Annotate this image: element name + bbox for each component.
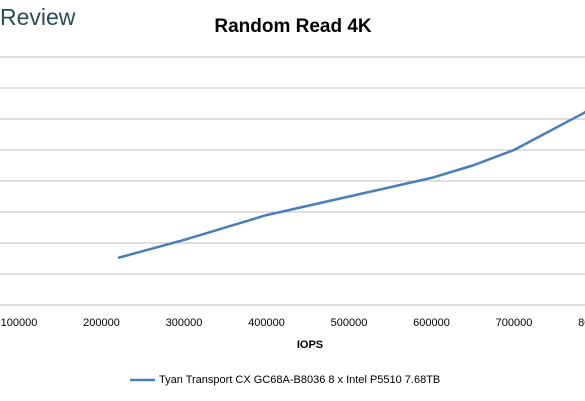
x-tick-label: 400000: [248, 317, 285, 329]
x-tick-label: 500000: [331, 317, 368, 329]
legend-label: Tyan Transport CX GC68A-B8036 8 x Intel …: [159, 374, 440, 386]
x-tick-label: 700000: [496, 317, 533, 329]
x-tick-label: 600000: [413, 317, 450, 329]
x-tick-label: 200000: [83, 317, 120, 329]
data-line: [117, 110, 585, 260]
chart-title: Random Read 4K: [214, 16, 372, 37]
logo: Review: [0, 4, 76, 30]
x-tick-label: 300000: [166, 317, 203, 329]
x-axis-label: IOPS: [297, 339, 323, 351]
x-tick-label: 100000: [1, 317, 38, 329]
x-tick-label: 800000: [578, 317, 585, 329]
